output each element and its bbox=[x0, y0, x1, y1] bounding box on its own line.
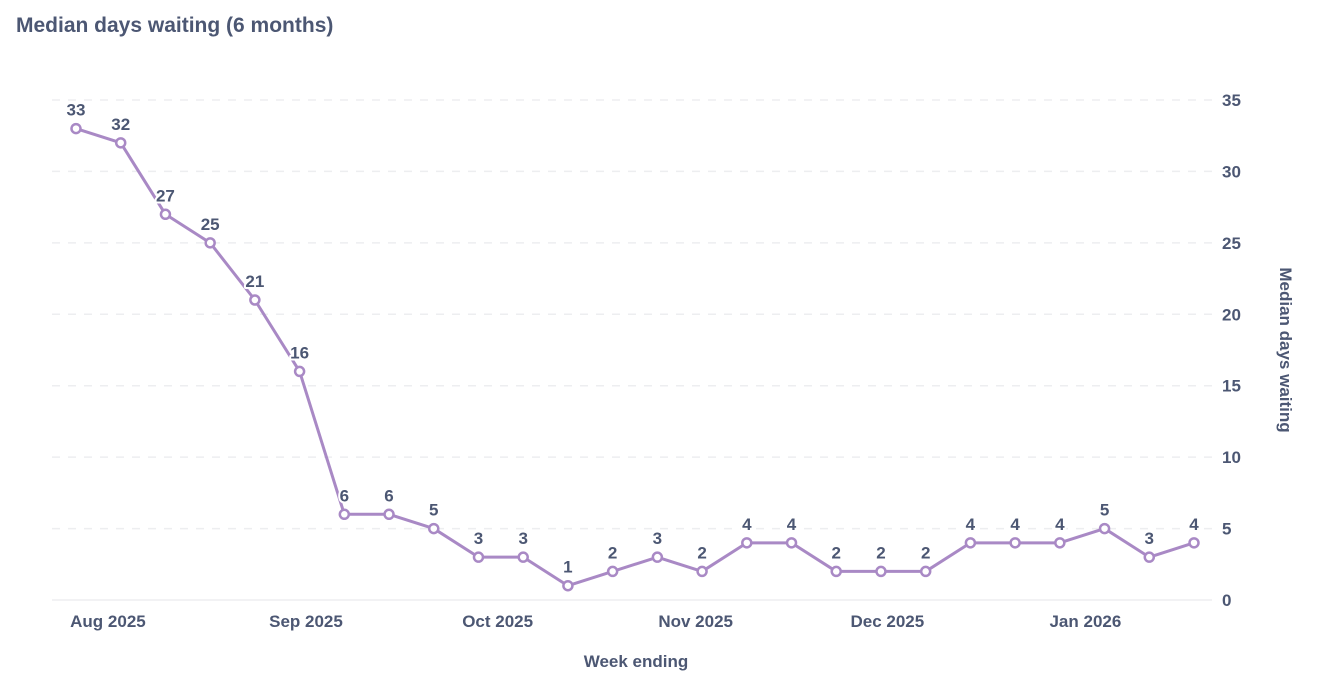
data-label: 21 bbox=[245, 272, 264, 291]
y-tick-label: 25 bbox=[1222, 234, 1241, 253]
data-label: 4 bbox=[1010, 515, 1020, 534]
data-label: 2 bbox=[608, 543, 617, 562]
y-tick-label: 10 bbox=[1222, 448, 1241, 467]
data-point bbox=[1143, 551, 1156, 563]
y-tick-label: 20 bbox=[1222, 305, 1241, 324]
data-label: 4 bbox=[742, 515, 752, 534]
data-point bbox=[1009, 537, 1021, 549]
data-label: 2 bbox=[876, 543, 885, 562]
y-tick-label: 30 bbox=[1222, 162, 1241, 181]
data-label: 5 bbox=[429, 501, 438, 520]
data-point bbox=[696, 565, 708, 578]
y-tick-label: 35 bbox=[1222, 91, 1241, 110]
data-point bbox=[428, 522, 440, 535]
data-label: 16 bbox=[290, 343, 309, 362]
data-label: 25 bbox=[201, 215, 220, 234]
data-point bbox=[70, 122, 82, 135]
data-point bbox=[651, 551, 664, 563]
data-label: 2 bbox=[832, 543, 841, 562]
y-tick-label: 15 bbox=[1222, 377, 1241, 396]
data-label: 32 bbox=[111, 115, 130, 134]
x-tick-label: Nov 2025 bbox=[658, 612, 733, 631]
data-point bbox=[472, 551, 485, 563]
data-point bbox=[830, 565, 842, 578]
data-point bbox=[875, 565, 887, 578]
data-point bbox=[204, 237, 216, 249]
data-label: 4 bbox=[787, 515, 797, 534]
data-point bbox=[383, 508, 395, 521]
data-label: 6 bbox=[340, 486, 349, 505]
data-label: 27 bbox=[156, 186, 175, 205]
y-tick-label: 5 bbox=[1222, 520, 1231, 539]
data-point bbox=[741, 537, 753, 549]
data-point bbox=[785, 537, 798, 549]
data-point bbox=[517, 551, 529, 563]
x-tick-label: Dec 2025 bbox=[850, 612, 924, 631]
chart-title: Median days waiting (6 months) bbox=[16, 14, 334, 37]
data-point bbox=[249, 294, 261, 306]
data-point bbox=[1098, 522, 1111, 535]
data-point bbox=[338, 508, 351, 521]
data-label: 4 bbox=[966, 515, 976, 534]
data-label: 2 bbox=[921, 543, 930, 562]
y-axis-label: Median days waiting bbox=[1276, 267, 1295, 432]
data-point bbox=[1054, 537, 1066, 549]
data-point bbox=[293, 365, 306, 378]
y-tick-label: 0 bbox=[1222, 591, 1231, 610]
x-axis-label: Week ending bbox=[584, 652, 689, 671]
x-tick-label: Oct 2025 bbox=[462, 612, 533, 631]
data-label: 5 bbox=[1100, 501, 1109, 520]
data-point bbox=[114, 137, 127, 149]
data-label: 3 bbox=[653, 529, 662, 548]
series-line bbox=[75, 127, 1195, 588]
data-label: 3 bbox=[518, 529, 527, 548]
x-tick-label: Jan 2026 bbox=[1049, 612, 1121, 631]
data-label: 3 bbox=[474, 529, 483, 548]
data-label: 3 bbox=[1145, 529, 1154, 548]
data-point bbox=[159, 208, 172, 221]
data-label: 33 bbox=[67, 101, 86, 120]
data-label: 2 bbox=[697, 543, 706, 562]
x-tick-label: Sep 2025 bbox=[269, 612, 343, 631]
data-label: 4 bbox=[1189, 515, 1199, 534]
data-point bbox=[606, 565, 619, 578]
x-tick-label: Aug 2025 bbox=[70, 612, 146, 631]
data-label: 1 bbox=[563, 558, 572, 577]
data-point bbox=[562, 579, 574, 592]
data-label: 4 bbox=[1055, 515, 1065, 534]
data-point bbox=[964, 537, 977, 549]
data-point bbox=[1188, 537, 1200, 549]
data-label: 6 bbox=[384, 486, 393, 505]
data-point bbox=[919, 565, 932, 578]
